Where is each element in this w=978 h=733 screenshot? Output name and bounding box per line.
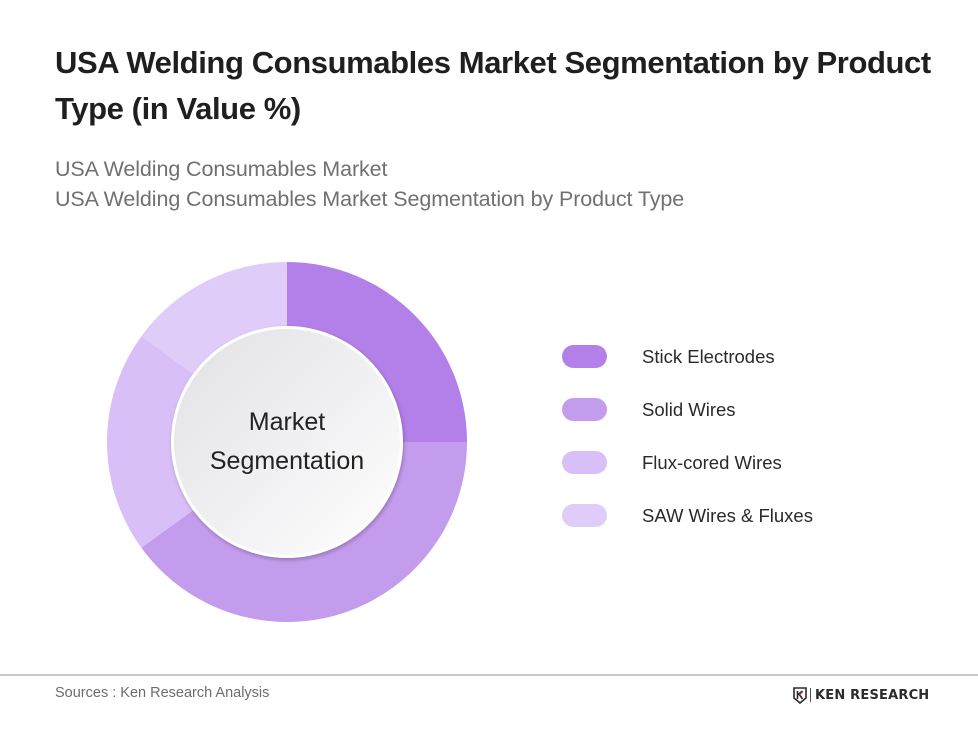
legend-item-stick-electrodes: Stick Electrodes [562, 345, 862, 368]
source-note: Sources : Ken Research Analysis [55, 685, 270, 701]
center-label-line1: Market [248, 408, 326, 436]
subtitle-market: USA Welding Consumables Market [55, 157, 388, 181]
legend-swatch [562, 504, 607, 527]
legend-swatch [562, 451, 607, 474]
legend-label: SAW Wires & Fluxes [642, 505, 813, 526]
center-label-line2: Segmentation [209, 447, 365, 475]
center-label: Market Segmentation [187, 403, 387, 481]
center-circle [174, 329, 400, 555]
legend-item-solid-wires: Solid Wires [562, 398, 862, 421]
legend-label: Stick Electrodes [642, 346, 775, 367]
shield-k-icon [793, 686, 807, 704]
legend-label: Solid Wires [642, 399, 736, 420]
chart-title: USA Welding Consumables Market Segmentat… [55, 45, 931, 126]
subtitle-segmentation: USA Welding Consumables Market Segmentat… [55, 187, 685, 211]
legend-swatch [562, 398, 607, 421]
legend-item-saw-wires-fluxes: SAW Wires & Fluxes [562, 504, 862, 527]
legend-label: Flux-cored Wires [642, 452, 782, 473]
ken-research-logo: KEN RESEARCH [793, 686, 929, 704]
footer-divider [0, 674, 978, 676]
logo-divider [810, 688, 811, 702]
legend-item-flux-cored-wires: Flux-cored Wires [562, 451, 862, 474]
legend-swatch [562, 345, 607, 368]
logo-text: KEN RESEARCH [815, 687, 930, 703]
